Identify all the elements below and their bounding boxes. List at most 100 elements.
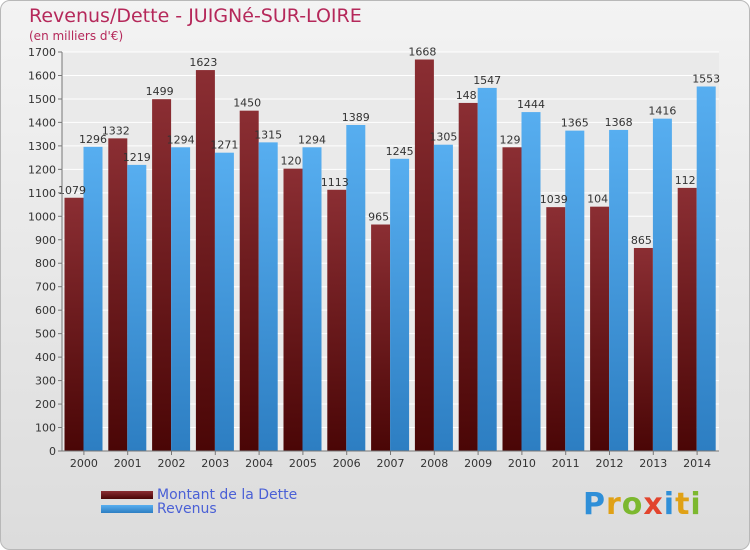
bar — [327, 189, 347, 452]
data-label: 1623 — [189, 56, 217, 69]
bar — [633, 247, 653, 451]
data-label: 1113 — [321, 176, 349, 189]
data-label: 1499 — [146, 85, 174, 98]
logo-letter: i — [663, 487, 676, 522]
data-label: 1365 — [561, 117, 589, 130]
data-label: 1296 — [79, 133, 107, 146]
data-label: 1450 — [233, 97, 261, 110]
data-label: 112 — [675, 174, 696, 187]
bar — [83, 146, 103, 452]
data-label: 1294 — [298, 133, 326, 146]
x-tick-label: 2007 — [377, 457, 405, 470]
data-label: 1305 — [429, 131, 457, 144]
bar — [546, 207, 566, 451]
y-tick-label: 1200 — [28, 163, 56, 176]
chart-subtitle: (en milliers d'€) — [29, 29, 124, 43]
y-tick-label: 400 — [35, 351, 56, 364]
data-label: 1294 — [167, 133, 195, 146]
y-tick-label: 1300 — [28, 140, 56, 153]
y-tick-label: 800 — [35, 257, 56, 270]
bar — [214, 152, 234, 451]
bar — [258, 142, 278, 452]
data-label: 129 — [500, 133, 521, 146]
logo-letter: r — [606, 487, 622, 522]
bar — [458, 102, 478, 451]
y-tick-label: 1000 — [28, 210, 56, 223]
x-tick-label: 2014 — [683, 457, 711, 470]
legend-label-dette: Montant de la Dette — [157, 487, 298, 503]
logo-letter: x — [643, 487, 664, 522]
y-tick-label: 100 — [35, 422, 56, 435]
x-tick-label: 2001 — [114, 457, 142, 470]
x-tick-label: 2013 — [639, 457, 667, 470]
data-label: 148 — [456, 89, 477, 102]
y-tick-label: 600 — [35, 304, 56, 317]
data-label: 1668 — [408, 46, 436, 59]
data-label: 1416 — [648, 105, 676, 118]
x-tick-label: 2000 — [70, 457, 98, 470]
data-label: 104 — [587, 193, 608, 206]
bar — [477, 87, 497, 451]
bar — [609, 129, 629, 451]
y-tick-label: 1700 — [28, 46, 56, 59]
data-label: 1553 — [692, 73, 720, 86]
data-label: 865 — [631, 234, 652, 247]
data-label: 1079 — [58, 184, 86, 197]
y-tick-label: 0 — [49, 445, 56, 458]
bar — [127, 164, 147, 451]
data-label: 1315 — [254, 128, 282, 141]
bar — [433, 144, 453, 452]
x-tick-label: 2008 — [420, 457, 448, 470]
y-tick-label: 300 — [35, 375, 56, 388]
bar — [521, 112, 541, 451]
bar — [346, 124, 366, 451]
proxiti-logo: Proxiti — [583, 487, 702, 523]
bar — [590, 206, 610, 451]
x-tick-label: 2011 — [552, 457, 580, 470]
logo-letter: o — [621, 487, 644, 522]
x-tick-label: 2002 — [158, 457, 186, 470]
bar — [652, 118, 672, 452]
bar — [64, 197, 84, 451]
bar — [239, 110, 259, 452]
bar — [565, 130, 585, 451]
x-tick-label: 2009 — [464, 457, 492, 470]
bar — [171, 147, 191, 451]
y-tick-label: 900 — [35, 234, 56, 247]
data-label: 965 — [368, 211, 389, 224]
logo-letter: i — [690, 487, 702, 522]
bar — [152, 99, 172, 452]
bar — [302, 147, 322, 451]
bar — [283, 168, 303, 452]
x-tick-label: 2010 — [508, 457, 536, 470]
bar — [677, 187, 697, 451]
data-label: 1039 — [540, 193, 568, 206]
data-label: 1245 — [386, 145, 414, 158]
y-tick-label: 1400 — [28, 116, 56, 129]
legend-swatch-dette — [101, 491, 153, 499]
legend-swatch-revenus — [101, 505, 153, 513]
y-tick-label: 200 — [35, 398, 56, 411]
legend-label-revenus: Revenus — [157, 501, 217, 517]
data-label: 120 — [281, 155, 302, 168]
data-label: 1271 — [210, 139, 238, 152]
data-label: 1368 — [605, 116, 633, 129]
y-tick-label: 1100 — [28, 187, 56, 200]
chart-title: Revenus/Dette - JUIGNé-SUR-LOIRE — [29, 5, 362, 27]
bar — [502, 147, 522, 451]
y-tick-label: 500 — [35, 328, 56, 341]
x-tick-label: 2012 — [596, 457, 624, 470]
x-tick-label: 2004 — [245, 457, 273, 470]
x-tick-label: 2006 — [333, 457, 361, 470]
bar — [390, 158, 410, 451]
x-tick-label: 2005 — [289, 457, 317, 470]
y-tick-label: 1600 — [28, 69, 56, 82]
x-tick-label: 2003 — [201, 457, 229, 470]
bar — [414, 59, 434, 451]
bar — [696, 86, 716, 451]
data-label: 1547 — [473, 74, 501, 87]
bar — [108, 138, 128, 451]
bar — [195, 70, 215, 451]
